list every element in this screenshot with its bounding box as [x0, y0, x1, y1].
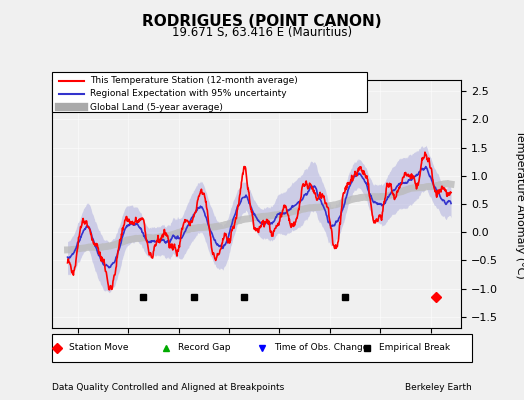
Text: Record Gap: Record Gap	[178, 344, 231, 352]
Text: RODRIGUES (POINT CANON): RODRIGUES (POINT CANON)	[142, 14, 382, 29]
Text: 19.671 S, 63.416 E (Mauritius): 19.671 S, 63.416 E (Mauritius)	[172, 26, 352, 39]
Text: Regional Expectation with 95% uncertainty: Regional Expectation with 95% uncertaint…	[90, 90, 287, 98]
FancyBboxPatch shape	[52, 334, 472, 362]
Text: Berkeley Earth: Berkeley Earth	[405, 383, 472, 392]
Text: Station Move: Station Move	[69, 344, 129, 352]
Text: This Temperature Station (12-month average): This Temperature Station (12-month avera…	[90, 76, 298, 85]
Text: Global Land (5-year average): Global Land (5-year average)	[90, 103, 223, 112]
Y-axis label: Temperature Anomaly (°C): Temperature Anomaly (°C)	[515, 130, 524, 278]
Text: Time of Obs. Change: Time of Obs. Change	[275, 344, 369, 352]
FancyBboxPatch shape	[52, 72, 367, 112]
Text: Empirical Break: Empirical Break	[379, 344, 451, 352]
Text: Data Quality Controlled and Aligned at Breakpoints: Data Quality Controlled and Aligned at B…	[52, 383, 285, 392]
